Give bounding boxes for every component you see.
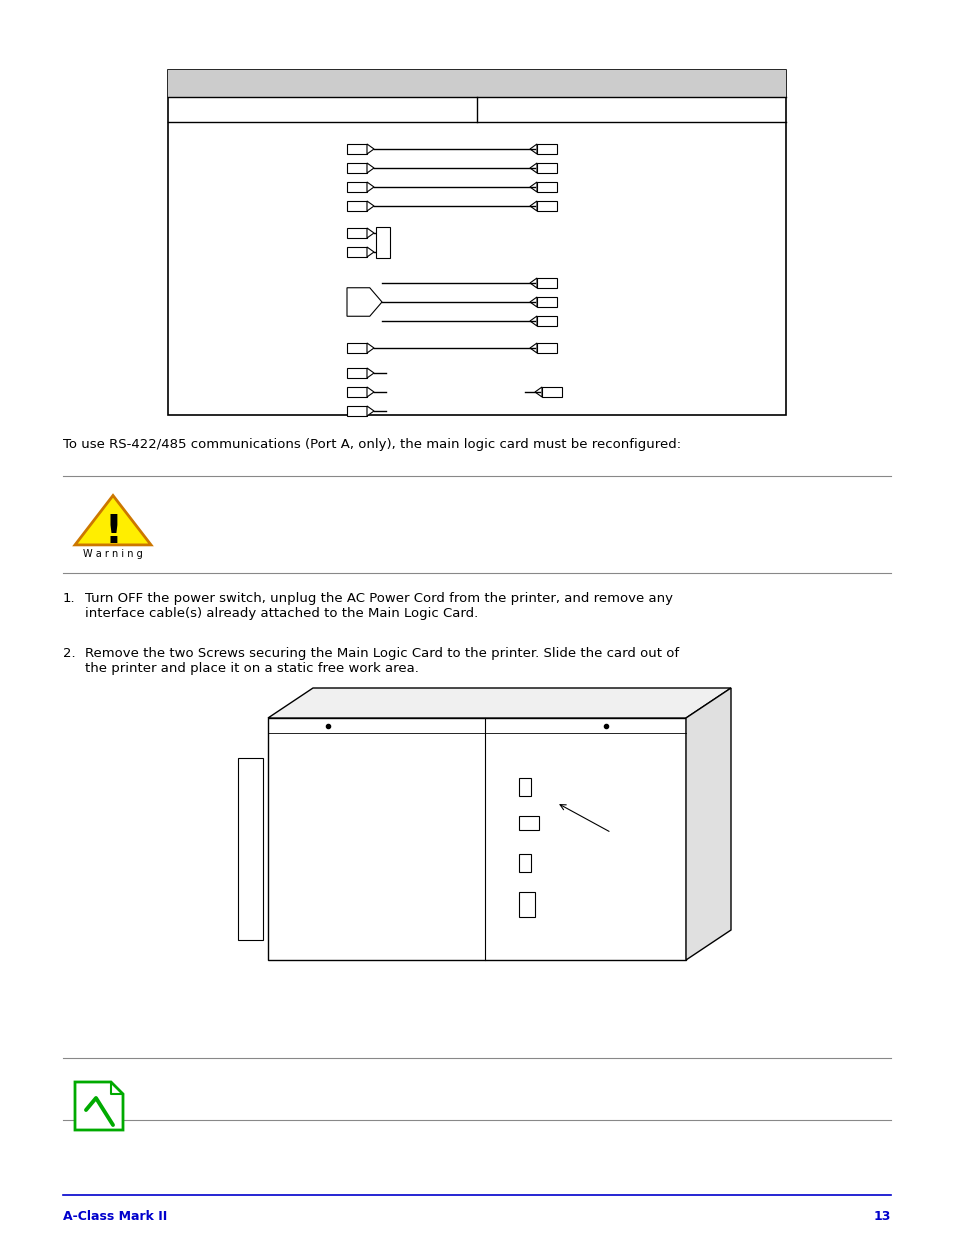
Text: To use RS-422/485 communications (Port A, only), the main logic card must be rec: To use RS-422/485 communications (Port A…	[63, 438, 680, 451]
Bar	[518, 816, 538, 830]
Polygon shape	[530, 278, 537, 288]
Polygon shape	[367, 387, 374, 396]
Bar	[347, 343, 367, 353]
Text: 13: 13	[873, 1210, 890, 1223]
Text: A-Class Mark II: A-Class Mark II	[63, 1210, 167, 1223]
Polygon shape	[347, 288, 381, 316]
Bar	[537, 296, 557, 308]
Bar	[168, 70, 785, 98]
Bar	[347, 247, 367, 257]
Text: W a r n i n g: W a r n i n g	[83, 548, 143, 559]
Polygon shape	[367, 201, 374, 211]
Polygon shape	[530, 296, 537, 308]
Bar	[347, 163, 367, 173]
Polygon shape	[367, 343, 374, 353]
Polygon shape	[685, 688, 730, 960]
Bar	[537, 201, 557, 211]
Bar	[518, 853, 530, 872]
Polygon shape	[367, 406, 374, 416]
Polygon shape	[530, 182, 537, 191]
Bar	[518, 892, 535, 918]
Bar	[537, 278, 557, 288]
Polygon shape	[367, 163, 374, 173]
Bar	[518, 778, 530, 797]
Bar	[347, 228, 367, 238]
Text: !: !	[104, 513, 122, 551]
Polygon shape	[530, 316, 537, 326]
Polygon shape	[530, 343, 537, 353]
Bar	[168, 70, 785, 415]
Bar	[541, 387, 561, 396]
Text: Turn OFF the power switch, unplug the AC Power Cord from the printer, and remove: Turn OFF the power switch, unplug the AC…	[85, 592, 672, 620]
Bar	[537, 144, 557, 154]
Bar	[347, 182, 367, 191]
Polygon shape	[367, 228, 374, 238]
Text: 2.: 2.	[63, 647, 75, 659]
Bar	[237, 758, 263, 940]
Polygon shape	[268, 688, 730, 718]
Polygon shape	[268, 718, 685, 960]
Bar	[375, 227, 390, 258]
Polygon shape	[367, 368, 374, 378]
Bar	[537, 163, 557, 173]
Text: 1.: 1.	[63, 592, 75, 605]
Bar	[347, 368, 367, 378]
Bar	[537, 182, 557, 191]
Text: Remove the two Screws securing the Main Logic Card to the printer. Slide the car: Remove the two Screws securing the Main …	[85, 647, 679, 676]
Polygon shape	[75, 1082, 123, 1130]
Bar	[347, 144, 367, 154]
Polygon shape	[530, 201, 537, 211]
Polygon shape	[530, 163, 537, 173]
Bar	[347, 387, 367, 396]
Polygon shape	[367, 144, 374, 154]
Polygon shape	[367, 247, 374, 257]
Polygon shape	[75, 495, 151, 545]
Polygon shape	[367, 182, 374, 191]
Bar	[537, 316, 557, 326]
Polygon shape	[535, 387, 541, 396]
Bar	[347, 201, 367, 211]
Polygon shape	[530, 144, 537, 154]
Bar	[537, 343, 557, 353]
Bar	[347, 406, 367, 416]
